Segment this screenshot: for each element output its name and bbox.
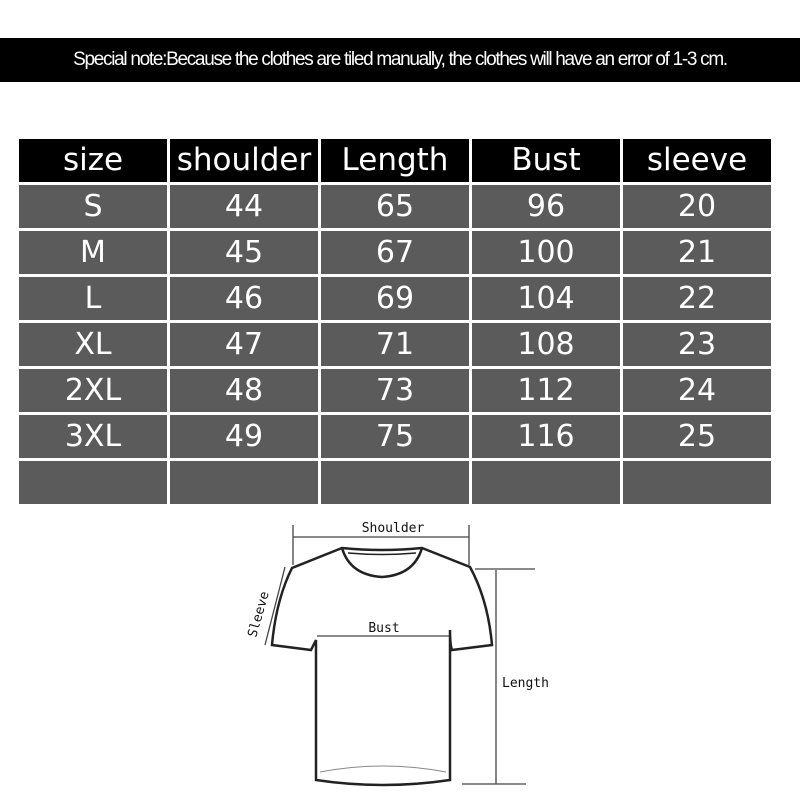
table-cell: XL — [19, 323, 167, 366]
table-cell: 49 — [170, 415, 318, 458]
column-header: Length — [321, 139, 469, 182]
column-header: shoulder — [170, 139, 318, 182]
table-cell: 116 — [472, 415, 620, 458]
table-cell — [623, 461, 771, 504]
table-cell: 24 — [623, 369, 771, 412]
table-row: XL 47 71 108 23 — [19, 323, 771, 366]
table-cell: 22 — [623, 277, 771, 320]
table-row: 2XL 48 73 112 24 — [19, 369, 771, 412]
table-cell: 46 — [170, 277, 318, 320]
column-header: Bust — [472, 139, 620, 182]
table-cell: 71 — [321, 323, 469, 366]
table-cell: 48 — [170, 369, 318, 412]
table-cell: 65 — [321, 185, 469, 228]
table-row: S 44 65 96 20 — [19, 185, 771, 228]
table-cell: 20 — [623, 185, 771, 228]
table-cell: 104 — [472, 277, 620, 320]
tshirt-outline — [270, 546, 494, 787]
table-cell: 3XL — [19, 415, 167, 458]
table-cell: 112 — [472, 369, 620, 412]
table-row: L 46 69 104 22 — [19, 277, 771, 320]
table-cell: 44 — [170, 185, 318, 228]
table-cell: 47 — [170, 323, 318, 366]
table-header-row: size shoulder Length Bust sleeve — [19, 139, 771, 182]
table-cell: 2XL — [19, 369, 167, 412]
table-cell — [321, 461, 469, 504]
column-header: size — [19, 139, 167, 182]
length-label: Length — [502, 676, 549, 691]
table-cell: M — [19, 231, 167, 274]
table-cell: 73 — [321, 369, 469, 412]
table-cell — [19, 461, 167, 504]
table-row: 3XL 49 75 116 25 — [19, 415, 771, 458]
table-cell: 25 — [623, 415, 771, 458]
table-cell: S — [19, 185, 167, 228]
shoulder-label: Shoulder — [362, 521, 425, 536]
table-cell — [472, 461, 620, 504]
table-cell — [170, 461, 318, 504]
bust-label: Bust — [368, 621, 399, 636]
table-cell: 67 — [321, 231, 469, 274]
table-cell: 100 — [472, 231, 620, 274]
table-cell: 45 — [170, 231, 318, 274]
table-cell: 23 — [623, 323, 771, 366]
special-note: Special note:Because the clothes are til… — [0, 38, 800, 82]
table-cell: 108 — [472, 323, 620, 366]
table-row — [19, 461, 771, 504]
table-cell: 69 — [321, 277, 469, 320]
table-row: M 45 67 100 21 — [19, 231, 771, 274]
column-header: sleeve — [623, 139, 771, 182]
measure-lines — [264, 525, 535, 785]
table-cell: 21 — [623, 231, 771, 274]
table-cell: L — [19, 277, 167, 320]
size-table: size shoulder Length Bust sleeve S 44 65 96 20 M 4… — [16, 136, 774, 507]
table-cell: 75 — [321, 415, 469, 458]
table-cell: 96 — [472, 185, 620, 228]
